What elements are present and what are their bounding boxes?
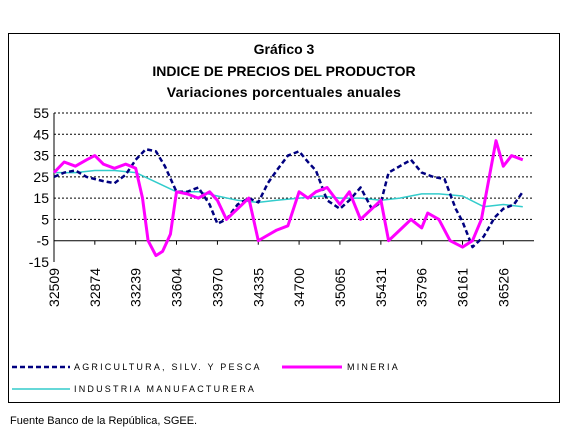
series-line-2: [54, 169, 523, 208]
series-line-0: [53, 147, 524, 249]
y-tick-label: 55: [33, 105, 49, 121]
x-tick-label: 34335: [250, 268, 266, 307]
y-tick-label: 45: [33, 126, 49, 142]
y-tick-label: -15: [29, 254, 49, 270]
chart-frame: [8, 33, 560, 403]
y-tick-label: -5: [37, 233, 50, 249]
x-tick-label: 32874: [87, 268, 103, 307]
x-tick-label: 36161: [455, 268, 471, 307]
x-tick-label: 36526: [495, 268, 511, 307]
y-tick-label: 5: [41, 211, 49, 227]
x-tick-label: 33604: [168, 268, 184, 307]
source-note: Fuente Banco de la República, SGEE.: [10, 415, 198, 427]
chart-subtitle: INDICE DE PRECIOS DEL PRODUCTOR: [152, 63, 416, 79]
x-tick-label: 35796: [414, 268, 430, 307]
x-tick-label: 32509: [46, 268, 62, 307]
x-tick-label: 35431: [373, 268, 389, 307]
legend-label: MINERIA: [347, 362, 400, 372]
chart-caption: Variaciones porcentuales anuales: [166, 84, 402, 100]
y-tick-label: 15: [33, 190, 49, 206]
y-tick-label: 35: [33, 148, 49, 164]
chart-title: Gráfico 3: [253, 41, 315, 57]
legend-label: INDUSTRIA MANUFACTURERA: [74, 384, 256, 394]
legend-label: AGRICULTURA, SILV. Y PESCA: [74, 362, 262, 372]
x-tick-label: 33239: [128, 268, 144, 307]
y-tick-label: 25: [33, 169, 49, 185]
series-line-1: [52, 139, 524, 258]
x-tick-label: 33970: [209, 268, 225, 307]
x-tick-label: 35065: [332, 268, 348, 307]
x-tick-label: 34700: [291, 268, 307, 307]
